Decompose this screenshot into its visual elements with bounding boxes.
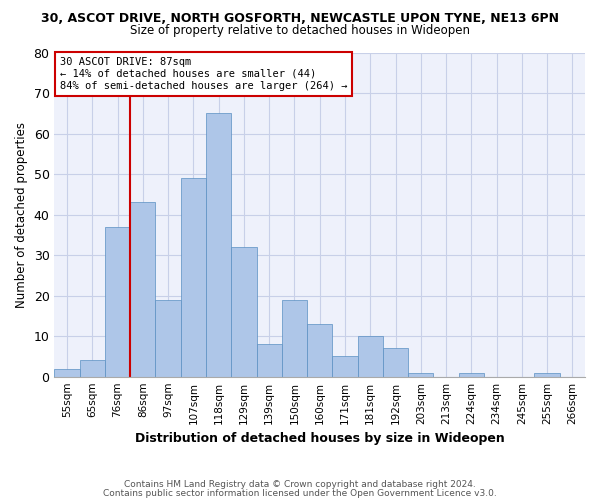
- Bar: [535, 372, 560, 376]
- Bar: [181, 178, 206, 376]
- Bar: [105, 226, 130, 376]
- Bar: [130, 202, 155, 376]
- Bar: [231, 247, 257, 376]
- Bar: [282, 300, 307, 376]
- Bar: [257, 344, 282, 376]
- Text: Size of property relative to detached houses in Wideopen: Size of property relative to detached ho…: [130, 24, 470, 37]
- Y-axis label: Number of detached properties: Number of detached properties: [15, 122, 28, 308]
- Bar: [458, 372, 484, 376]
- Bar: [80, 360, 105, 376]
- Bar: [155, 300, 181, 376]
- Bar: [383, 348, 408, 376]
- X-axis label: Distribution of detached houses by size in Wideopen: Distribution of detached houses by size …: [135, 432, 505, 445]
- Text: 30 ASCOT DRIVE: 87sqm
← 14% of detached houses are smaller (44)
84% of semi-deta: 30 ASCOT DRIVE: 87sqm ← 14% of detached …: [60, 58, 347, 90]
- Bar: [332, 356, 358, 376]
- Bar: [408, 372, 433, 376]
- Text: 30, ASCOT DRIVE, NORTH GOSFORTH, NEWCASTLE UPON TYNE, NE13 6PN: 30, ASCOT DRIVE, NORTH GOSFORTH, NEWCAST…: [41, 12, 559, 26]
- Bar: [206, 114, 231, 376]
- Bar: [358, 336, 383, 376]
- Text: Contains public sector information licensed under the Open Government Licence v3: Contains public sector information licen…: [103, 488, 497, 498]
- Bar: [307, 324, 332, 376]
- Text: Contains HM Land Registry data © Crown copyright and database right 2024.: Contains HM Land Registry data © Crown c…: [124, 480, 476, 489]
- Bar: [55, 368, 80, 376]
